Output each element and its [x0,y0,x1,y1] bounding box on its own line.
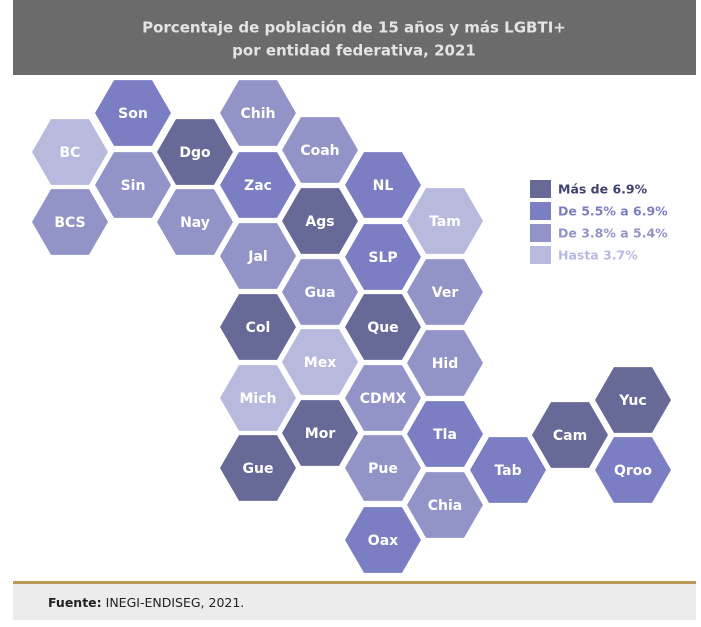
state-label: Ver [432,285,459,301]
state-hex [220,80,296,146]
legend-label: De 3.8% a 5.4% [558,226,668,241]
legend-swatch [530,180,551,198]
state-hex [345,365,421,431]
state-hex [595,367,671,433]
legend-label: Hasta 3.7% [558,248,638,263]
state-label: Oax [368,533,398,549]
state-hex [220,365,296,431]
state-label: Que [367,320,398,336]
state-hex [95,80,171,146]
state-hex [282,188,358,254]
legend-label: Más de 6.9% [558,182,648,197]
state-label: Tab [494,463,521,479]
state-hex [407,330,483,396]
title-line: Porcentaje de población de 15 años y más… [142,19,566,37]
state-hex [282,117,358,183]
state-hex [470,437,546,503]
hex-map: BC BCS Son Sin Dgo Nay Chih Zac Jal Col Mich Gue Coa… [32,80,671,573]
state-label: Mor [305,426,336,442]
state-label: Cam [553,428,587,444]
state-label: Qroo [614,463,652,479]
state-label: Dgo [179,145,211,161]
state-hex [220,152,296,218]
state-label: SLP [368,250,397,266]
source-label: Fuente: [48,595,102,610]
state-label: Pue [368,461,398,477]
state-label: Coah [300,143,339,159]
footer-text: Fuente: INEGI-ENDISEG, 2021. [48,595,244,610]
legend-swatch [530,202,551,220]
state-hex [282,329,358,395]
state-hex [157,189,233,255]
state-label: NL [373,178,394,194]
legend: Más de 6.9% De 5.5% a 6.9% De 3.8% a 5.4% H… [530,180,668,264]
legend-swatch [530,224,551,242]
state-hex [345,224,421,290]
state-label: Chih [240,106,275,122]
state-hex [407,401,483,467]
state-hex [345,435,421,501]
state-label: Gue [243,461,274,477]
state-label: Col [246,320,271,336]
state-hex [282,400,358,466]
state-hex [220,223,296,289]
state-label: Tla [433,427,457,443]
state-hex [345,294,421,360]
state-label: Tam [429,214,461,230]
state-hex [407,472,483,538]
state-hex [220,435,296,501]
legend-swatch [530,246,551,264]
state-label: Ags [305,214,334,230]
state-label: Gua [305,285,336,301]
state-label: Zac [244,178,272,194]
state-hex [407,259,483,325]
state-label: Yuc [618,393,646,409]
state-label: Mich [240,391,277,407]
title-line: por entidad federativa, 2021 [232,42,476,60]
divider [13,581,696,584]
state-label: Son [118,106,148,122]
state-label: Mex [304,355,336,371]
state-hex [95,152,171,218]
state-hex [32,119,108,185]
state-label: BC [60,145,81,161]
state-label: CDMX [360,391,407,407]
state-hex [595,437,671,503]
state-hex [157,119,233,185]
state-label: Sin [121,178,146,194]
state-label: BCS [54,215,85,231]
source-text: INEGI-ENDISEG, 2021. [106,595,245,610]
state-hex [345,152,421,218]
state-hex [220,294,296,360]
state-hex [282,259,358,325]
state-hex [32,189,108,255]
footer-bar [13,584,696,620]
state-label: Nay [180,215,210,231]
state-hex [532,402,608,468]
state-hex [345,507,421,573]
state-label: Jal [247,249,267,265]
state-label: Hid [432,356,459,372]
state-label: Chia [428,498,463,514]
state-hex [407,188,483,254]
legend-label: De 5.5% a 6.9% [558,204,668,219]
title-bar [13,0,696,75]
